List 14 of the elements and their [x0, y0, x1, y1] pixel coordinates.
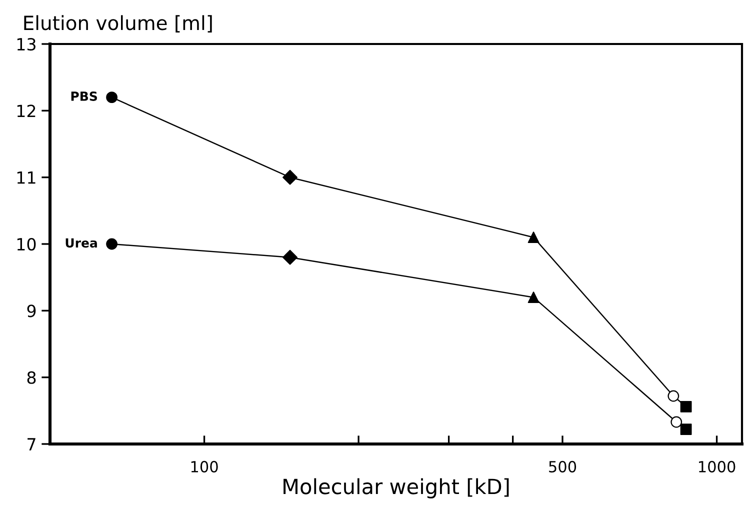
x-axis-title: Molecular weight [kD]: [284, 478, 509, 498]
series-label: Urea: [66, 238, 97, 248]
x-tick-label: 500: [549, 460, 576, 472]
x-tick-label: 1000: [699, 460, 736, 472]
y-axis-title: Elution volume [ml]: [24, 15, 212, 33]
y-tick-label: 8: [27, 371, 36, 384]
y-tick-label: 10: [17, 238, 36, 251]
y-tick-label: 11: [17, 172, 36, 184]
y-tick-label: 9: [27, 304, 36, 318]
series-label: PBS: [71, 92, 97, 101]
y-tick-label: 7: [28, 438, 36, 450]
y-tick-label: 12: [17, 104, 36, 117]
x-tick-label: 100: [191, 460, 218, 472]
y-tick-label: 13: [17, 38, 36, 51]
